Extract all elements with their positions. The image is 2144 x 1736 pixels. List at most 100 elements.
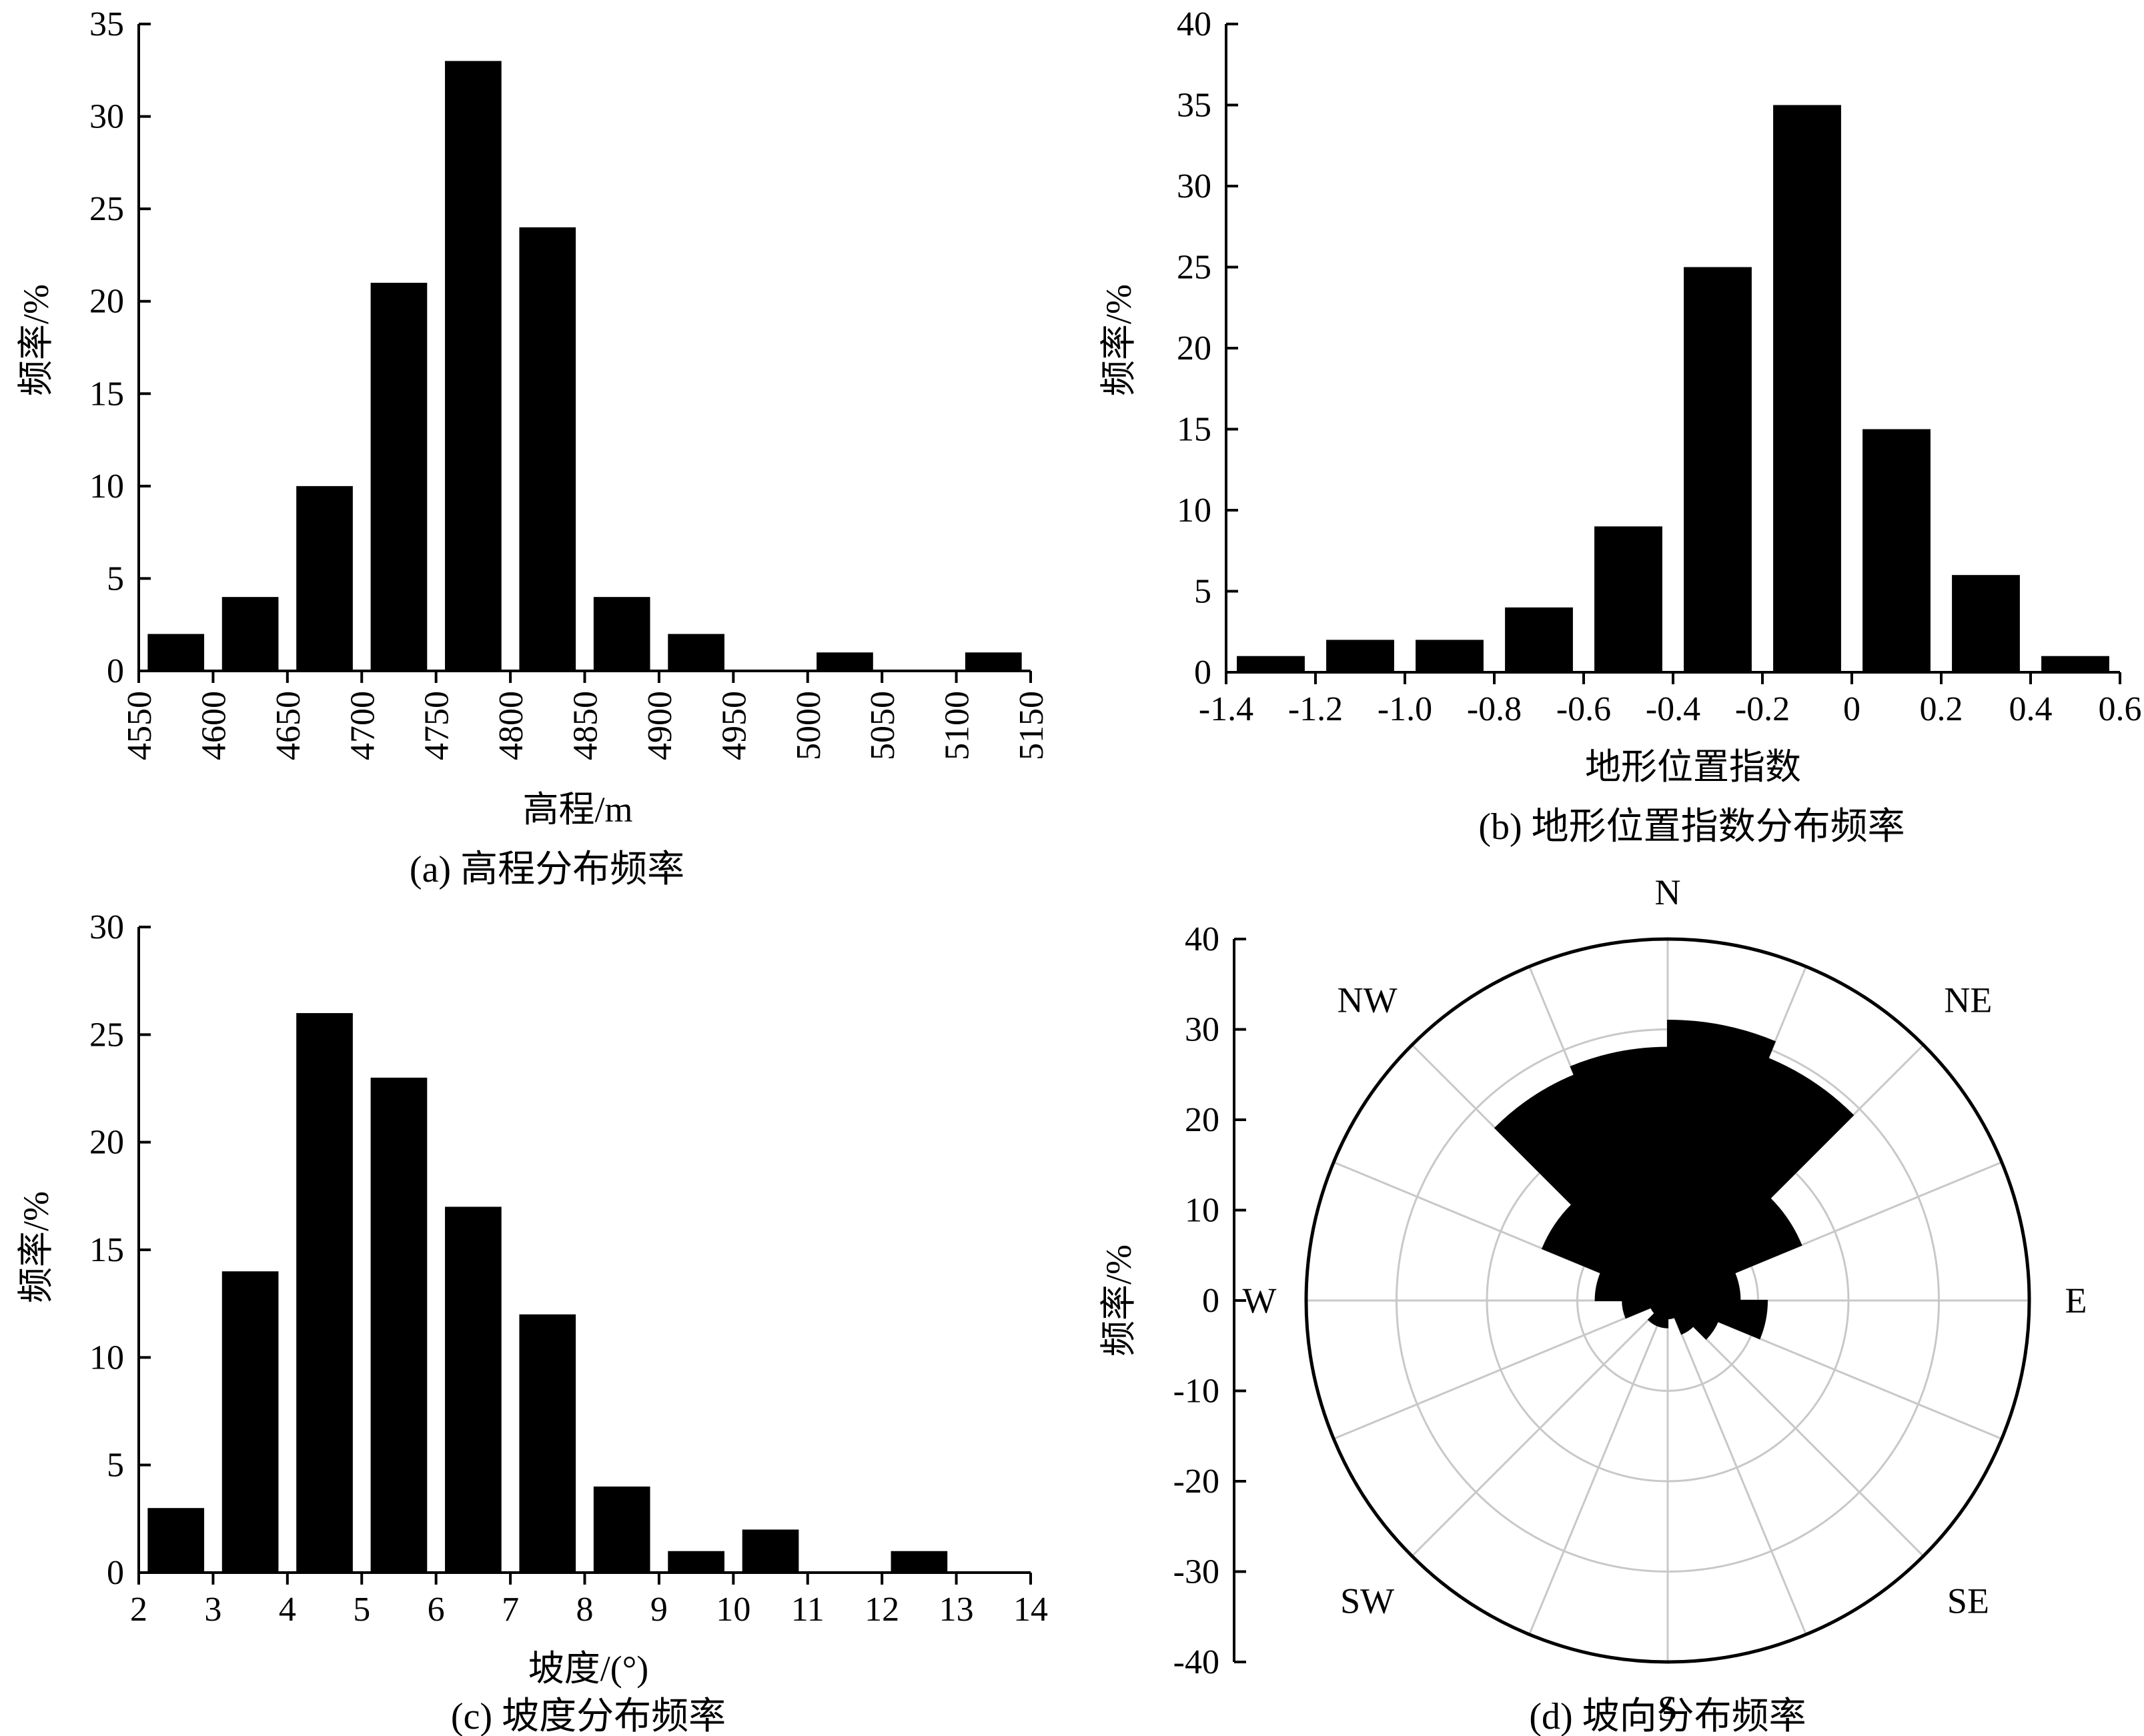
x-tick-label-b-6: -0.2 — [1735, 690, 1790, 728]
y-tick-label-c-2: 10 — [89, 1339, 124, 1377]
y-tick-label-a-2: 10 — [89, 468, 124, 506]
x-tick-label-b-10: 0.6 — [2099, 690, 2142, 728]
x-tick-label-c-10: 12 — [865, 1591, 899, 1629]
bar-c-0 — [147, 1508, 205, 1573]
panel-c: 0 5 10 15 20 25 30 2 3 4 5 6 7 8 9 10 11 12 13 14 频率/% 坡度/(… — [16, 908, 1048, 1736]
direction-label-n: N — [1655, 872, 1681, 912]
xlabel-a: 高程/m — [522, 790, 632, 830]
y-tick-label-b-3: 15 — [1177, 411, 1211, 449]
polar-scale-label-8: -40 — [1173, 1643, 1219, 1681]
bar-b-1 — [1326, 640, 1394, 672]
polar-spoke-10 — [1411, 1299, 1669, 1557]
y-tick-label-b-7: 35 — [1177, 87, 1211, 125]
bar-a-3 — [370, 283, 428, 671]
y-tick-label-c-5: 25 — [89, 1016, 124, 1054]
polar-scale-label-6: -20 — [1173, 1463, 1219, 1501]
bar-b-5 — [1684, 267, 1752, 672]
polar-scale-label-3: 10 — [1185, 1192, 1219, 1230]
axes-b: 0 5 10 15 20 25 30 35 40 -1.4 -1.2 -1.0 -0.8 -0.6 -0.4… — [1177, 5, 2142, 728]
direction-label-s: S — [1658, 1689, 1678, 1729]
caption-d: (d) 坡向分布频率 — [1529, 1696, 1806, 1736]
bar-c-4 — [445, 1206, 502, 1573]
y-tick-label-b-6: 30 — [1177, 167, 1211, 205]
bar-b-3 — [1505, 607, 1573, 672]
x-tick-label-c-12: 14 — [1013, 1591, 1048, 1629]
y-tick-label-c-1: 5 — [107, 1447, 124, 1485]
x-tick-label-c-3: 5 — [353, 1591, 370, 1629]
ylabel-b: 频率/% — [1099, 284, 1139, 396]
bars-a — [147, 61, 1022, 671]
x-tick-label-b-9: 0.4 — [2009, 690, 2053, 728]
x-tick-label-c-9: 11 — [791, 1591, 825, 1629]
bar-a-9 — [817, 652, 873, 671]
sector-14 — [1494, 1074, 1668, 1301]
polar-spoke-11 — [1333, 1299, 1668, 1440]
x-tick-label-b-5: -0.4 — [1646, 690, 1700, 728]
bar-a-1 — [221, 597, 279, 671]
y-tick-label-c-0: 0 — [107, 1554, 124, 1592]
bar-a-11 — [965, 652, 1022, 671]
direction-label-w: W — [1243, 1280, 1277, 1321]
bar-b-4 — [1594, 526, 1662, 672]
bar-a-0 — [147, 634, 205, 671]
x-tick-label-b-4: -0.6 — [1556, 690, 1611, 728]
ylabel-c: 频率/% — [16, 1191, 56, 1303]
x-tick-label-c-8: 10 — [716, 1591, 750, 1629]
x-tick-label-b-3: -0.8 — [1467, 690, 1522, 728]
bar-b-9 — [2041, 656, 2109, 672]
x-tick-label-a-0: 4550 — [121, 691, 159, 760]
bars-c — [147, 1013, 948, 1573]
sector-15 — [1570, 1046, 1668, 1301]
y-tick-label-b-5: 25 — [1177, 249, 1211, 287]
y-tick-label-b-8: 40 — [1177, 5, 1211, 43]
direction-label-se: SE — [1947, 1581, 1989, 1621]
bar-a-6 — [593, 597, 650, 671]
x-tick-label-c-11: 13 — [939, 1591, 974, 1629]
x-tick-label-a-5: 4800 — [492, 691, 530, 760]
x-tick-label-a-7: 4900 — [641, 691, 679, 760]
bar-a-2 — [296, 486, 353, 671]
sector-0 — [1667, 1019, 1776, 1301]
axes-d: 40 30 20 10 0 -10 -20 -30 -40 N NE E SE S SW W NW — [1173, 872, 2087, 1729]
y-tick-label-b-0: 0 — [1194, 654, 1211, 692]
x-tick-label-c-1: 3 — [204, 1591, 221, 1629]
bar-a-4 — [445, 61, 502, 671]
y-tick-label-a-4: 20 — [89, 283, 124, 321]
polar-scale-label-2: 20 — [1185, 1101, 1219, 1139]
x-tick-label-a-8: 4950 — [715, 691, 753, 760]
caption-a: (a) 高程分布频率 — [410, 849, 684, 890]
sector-4 — [1667, 1300, 1768, 1340]
direction-label-sw: SW — [1340, 1581, 1394, 1621]
bar-c-1 — [221, 1271, 279, 1573]
bar-a-5 — [519, 227, 576, 671]
polar-scale-label-0: 40 — [1185, 920, 1219, 958]
panel-a: 0 5 10 15 20 25 30 35 4550 4600 4650 4700 4750 4800 48… — [16, 5, 1051, 890]
bar-c-6 — [593, 1486, 650, 1573]
caption-c: (c) 坡度分布频率 — [451, 1696, 726, 1736]
x-tick-label-a-6: 4850 — [567, 691, 605, 760]
y-tick-label-c-3: 15 — [89, 1231, 124, 1269]
x-tick-label-a-10: 5050 — [864, 691, 902, 760]
x-tick-label-c-6: 8 — [576, 1591, 594, 1629]
polar-scale-label-5: -10 — [1173, 1373, 1219, 1411]
bar-b-0 — [1237, 656, 1305, 672]
axes-c: 0 5 10 15 20 25 30 2 3 4 5 6 7 8 9 10 11 12 13 14 — [89, 908, 1048, 1629]
x-tick-label-c-7: 9 — [650, 1591, 668, 1629]
caption-b: (b) 地形位置指数分布频率 — [1478, 806, 1905, 848]
x-tick-label-a-1: 4600 — [195, 691, 233, 760]
polar-scale-label-4: 0 — [1202, 1282, 1219, 1320]
y-tick-label-a-1: 5 — [107, 560, 124, 598]
y-tick-label-c-4: 20 — [89, 1124, 124, 1162]
x-tick-label-b-2: -1.0 — [1378, 690, 1432, 728]
xlabel-c: 坡度/(°) — [528, 1649, 649, 1689]
x-tick-label-b-7: 0 — [1843, 690, 1860, 728]
x-tick-label-a-4: 4750 — [418, 691, 456, 760]
ylabel-d: 频率/% — [1099, 1244, 1139, 1357]
polar-outer-circle — [1304, 937, 2031, 1664]
axes-a: 0 5 10 15 20 25 30 35 4550 4600 4650 4700 4750 4800 48… — [89, 5, 1051, 760]
bar-c-8 — [742, 1529, 799, 1573]
direction-label-e: E — [2065, 1280, 2087, 1321]
bar-c-10 — [891, 1551, 948, 1573]
x-tick-label-a-11: 5100 — [939, 691, 977, 760]
